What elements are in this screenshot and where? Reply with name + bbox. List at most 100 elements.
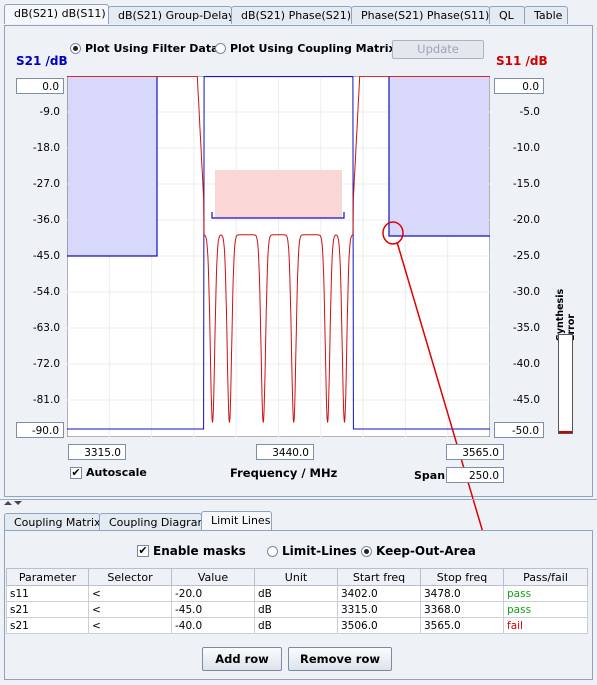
synthesis-error-label: Synthesis Error — [555, 288, 577, 341]
s11-curve — [67, 76, 490, 423]
tab-s21-s11[interactable]: dB(S21) dB(S11) — [4, 4, 109, 24]
cell-unit[interactable]: dB — [254, 585, 338, 602]
freq-stop-field[interactable]: 3565.0 — [446, 444, 504, 460]
panel-splitter[interactable] — [0, 499, 597, 507]
col-pass-fail[interactable]: Pass/fail — [503, 568, 588, 586]
frequency-axis-label: Frequency / MHz — [230, 466, 338, 480]
tab-phase-phase[interactable]: Phase(S21) Phase(S11) — [351, 6, 490, 24]
col-stop-freq[interactable]: Stop freq — [420, 568, 504, 586]
cell-parameter[interactable]: s21 — [6, 617, 89, 634]
checkmark-icon: ✔ — [137, 544, 149, 557]
left-tick-label: -45.0 — [32, 250, 60, 262]
cell-parameter[interactable]: s11 — [6, 585, 89, 602]
cell-start[interactable]: 3315.0 — [337, 601, 421, 618]
right-tick-label: -20.0 — [512, 214, 540, 226]
s-parameter-plot — [67, 76, 490, 437]
tab-s21-group-delay[interactable]: dB(S21) Group-Delay — [108, 6, 235, 24]
coupling-matrix-radio[interactable]: Plot Using Coupling Matrix — [215, 42, 396, 55]
mask-line-passband — [211, 212, 345, 219]
filter-data-radio[interactable]: Plot Using Filter Data — [70, 42, 219, 55]
update-button[interactable]: Update — [392, 40, 484, 59]
left-tick-label: -18.0 — [32, 142, 60, 154]
freq-center-field[interactable]: 3440.0 — [256, 444, 314, 460]
right-tick-label: -10.0 — [512, 142, 540, 154]
col-unit[interactable]: Unit — [254, 568, 338, 586]
cell-result: pass — [503, 585, 588, 602]
limit-lines-table: Parameter Selector Value Unit Start freq… — [6, 568, 588, 634]
left-tick-label: -81.0 — [32, 394, 60, 406]
mask-line-low — [67, 76, 158, 257]
left-tick-label: -36.0 — [32, 214, 60, 226]
autoscale-checkbox[interactable]: ✔ Autoscale — [70, 465, 147, 479]
freq-start-field[interactable]: 3315.0 — [68, 444, 126, 460]
left-tick-label: -27.0 — [32, 178, 60, 190]
table-header-row: Parameter Selector Value Unit Start freq… — [6, 568, 588, 586]
left-axis-title: S21 /dB — [16, 54, 68, 68]
cell-result: pass — [503, 601, 588, 618]
col-start-freq[interactable]: Start freq — [337, 568, 421, 586]
cell-value[interactable]: -40.0 — [171, 617, 255, 634]
mask-area-low — [67, 76, 158, 257]
cell-start[interactable]: 3402.0 — [337, 585, 421, 602]
table-row[interactable]: s21 < -45.0 dB 3315.0 3368.0 pass — [6, 601, 588, 618]
radio-selected-icon — [70, 43, 81, 54]
cell-stop[interactable]: 3368.0 — [420, 601, 504, 618]
cell-parameter[interactable]: s21 — [6, 601, 89, 618]
radio-unselected-icon — [267, 545, 278, 557]
cell-unit[interactable]: dB — [254, 601, 338, 618]
cell-value[interactable]: -20.0 — [171, 585, 255, 602]
right-tick-label: -35.0 — [512, 322, 540, 334]
top-tab-bar: dB(S21) dB(S11) dB(S21) Group-Delay dB(S… — [4, 4, 568, 26]
add-row-button[interactable]: Add row — [202, 647, 282, 671]
tab-s21-phase[interactable]: dB(S21) Phase(S21) — [231, 6, 352, 24]
left-tick-label: -72.0 — [32, 358, 60, 370]
remove-row-button[interactable]: Remove row — [288, 647, 392, 671]
checkmark-icon: ✔ — [70, 465, 82, 479]
cell-value[interactable]: -45.0 — [171, 601, 255, 618]
right-tick-label: -30.0 — [512, 286, 540, 298]
tab-limit-lines[interactable]: Limit Lines — [201, 511, 272, 531]
left-top-limit-field[interactable]: 0.0 — [16, 78, 64, 94]
span-label: Span — [414, 469, 446, 482]
cell-unit[interactable]: dB — [254, 617, 338, 634]
cell-start[interactable]: 3506.0 — [337, 617, 421, 634]
passband-mask — [215, 170, 342, 218]
enable-masks-checkbox[interactable]: ✔ Enable masks — [137, 544, 246, 558]
cell-result: fail — [503, 617, 588, 634]
col-parameter[interactable]: Parameter — [6, 568, 89, 586]
span-field[interactable]: 250.0 — [446, 467, 504, 483]
left-tick-label: -63.0 — [32, 322, 60, 334]
keep-out-area-radio[interactable]: Keep-Out-Area — [361, 544, 476, 558]
tab-ql[interactable]: QL — [489, 6, 525, 24]
left-tick-label: -54.0 — [32, 286, 60, 298]
right-top-limit-field[interactable]: 0.0 — [494, 78, 544, 94]
radio-selected-icon — [361, 545, 372, 557]
cell-stop[interactable]: 3478.0 — [420, 585, 504, 602]
tab-coupling-matrix[interactable]: Coupling Matrix — [4, 513, 101, 531]
limit-lines-radio[interactable]: Limit-Lines — [267, 544, 357, 558]
synthesis-error-bar — [558, 334, 573, 434]
splitter-up-icon — [4, 501, 12, 505]
mask-area-high — [389, 76, 489, 237]
cell-stop[interactable]: 3565.0 — [420, 617, 504, 634]
tab-coupling-diagram[interactable]: Coupling Diagram — [99, 513, 208, 531]
synthesis-error-fill — [559, 431, 572, 433]
tab-table[interactable]: Table — [524, 6, 568, 24]
col-value[interactable]: Value — [171, 568, 255, 586]
cell-selector[interactable]: < — [88, 617, 172, 634]
right-tick-label: -25.0 — [512, 250, 540, 262]
right-tick-label: -15.0 — [512, 178, 540, 190]
col-selector[interactable]: Selector — [88, 568, 172, 586]
cell-selector[interactable]: < — [88, 601, 172, 618]
bottom-tab-bar: Coupling Matrix Coupling Diagram Limit L… — [4, 511, 272, 533]
right-tick-label: -5.0 — [519, 106, 541, 118]
left-bottom-limit-field[interactable]: -90.0 — [16, 422, 64, 438]
table-row[interactable]: s11 < -20.0 dB 3402.0 3478.0 pass — [6, 585, 588, 602]
right-axis-title: S11 /dB — [496, 54, 548, 68]
left-tick-label: -9.0 — [39, 106, 61, 118]
right-tick-label: -45.0 — [512, 394, 540, 406]
cell-selector[interactable]: < — [88, 585, 172, 602]
right-bottom-limit-field[interactable]: -50.0 — [494, 422, 544, 438]
table-row[interactable]: s21 < -40.0 dB 3506.0 3565.0 fail — [6, 617, 588, 634]
radio-unselected-icon — [215, 43, 226, 54]
